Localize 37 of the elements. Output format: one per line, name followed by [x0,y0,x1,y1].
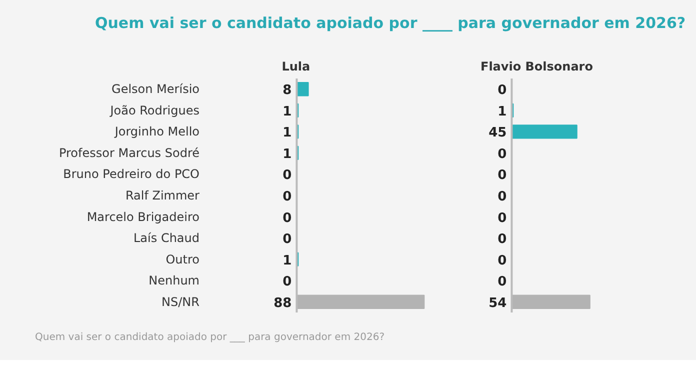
data-label: 0 [282,210,292,226]
y-tick-label: Marcelo Brigadeiro [86,210,200,224]
data-label: 54 [488,296,507,311]
data-label: 1 [282,146,292,162]
data-label: 45 [488,126,507,141]
data-label: 0 [498,210,507,226]
y-tick-label: Professor Marcus Sodré [58,146,200,160]
chart-title: Flavio Bolsonaro [480,60,593,74]
data-label: 1 [282,126,292,141]
text: Quem vai ser o candidato apoiado por ___ para governador em 2026? [35,331,385,345]
data-label: 1 [282,104,292,120]
y-tick-label: Gelson Merísio [112,82,200,96]
y-tick-label: Nenhum [148,274,200,288]
data-label: 1 [498,104,507,120]
data-label: 0 [282,274,292,290]
y-tick-label: Bruno Pedreiro do PCO [63,167,200,182]
data-label: 0 [282,232,292,248]
data-label: 0 [498,83,507,98]
text: Quem vai ser o candidato apoiado por ____ para governador em 2026? [95,13,686,34]
y-tick-label: Laís Chaud [134,231,200,246]
y-tick-label: João Rodrigues [109,103,200,118]
data-label: 0 [498,168,507,184]
data-label: 88 [274,296,292,311]
data-label: 0 [498,146,507,162]
y-tick-label: Jorginho Mello [114,124,200,139]
data-label: 0 [282,168,292,184]
chart-title: Lula [282,60,310,74]
data-label: 0 [498,253,507,268]
data-label: 0 [498,190,507,204]
data-label: 1 [282,253,292,268]
data-label: 0 [498,274,507,290]
data-label: 0 [282,190,292,204]
y-tick-label: Ralf Zimmer [125,188,200,202]
y-tick-label: Outro [166,252,200,266]
data-label: 0 [498,232,507,248]
y-tick-label: NS/NR [162,294,200,309]
data-label: 8 [282,83,292,98]
